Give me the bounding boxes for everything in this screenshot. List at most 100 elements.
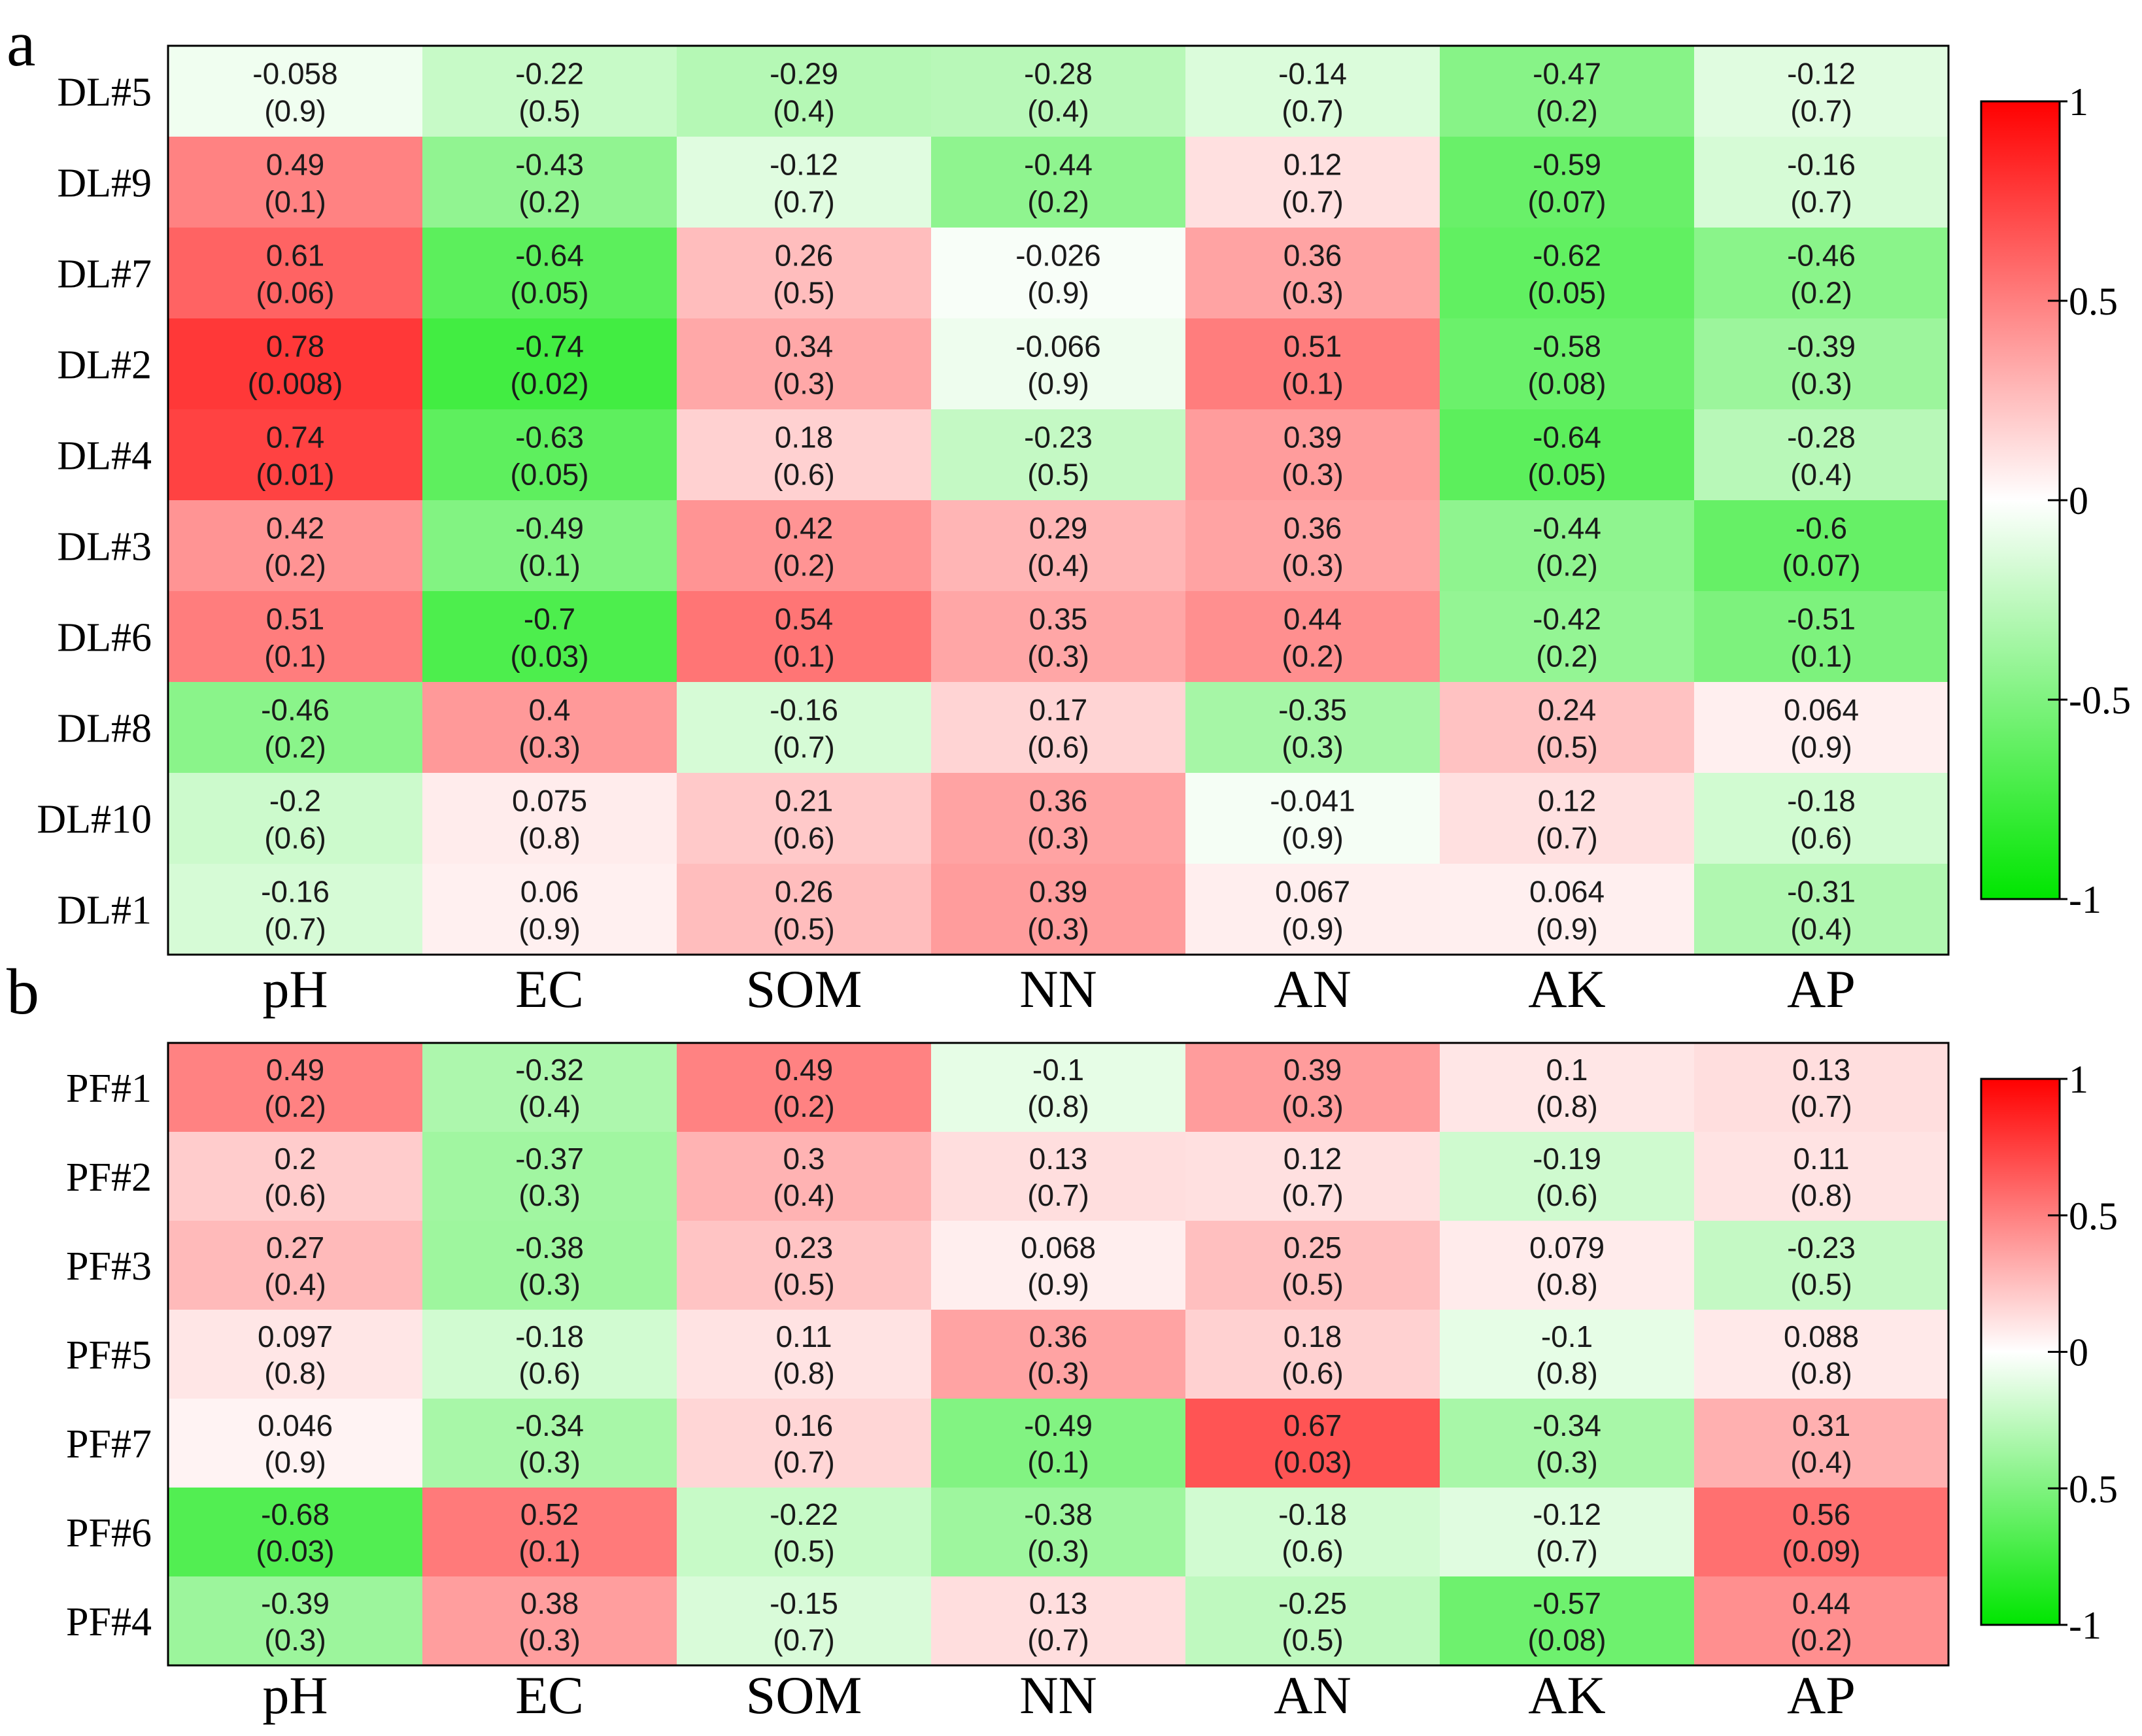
heatmap-cell [422, 1132, 677, 1221]
cell-value-label: 0.12 [1538, 783, 1597, 817]
cell-value-label: 0.56 [1792, 1497, 1851, 1531]
colorbar-tick-label: 1 [2069, 1058, 2088, 1101]
colorbar-tick-label: 1 [2069, 80, 2088, 124]
colorbar-tick-label: 0 [2069, 1331, 2088, 1374]
heatmap-cell [422, 1310, 677, 1399]
cell-p-value-label: (0.1) [1027, 1445, 1089, 1479]
cell-value-label: 0.064 [1784, 692, 1859, 726]
cell-value-label: -0.49 [1024, 1408, 1093, 1442]
cell-value-label: 0.18 [1284, 1319, 1342, 1353]
heatmap-cell [1185, 318, 1440, 409]
cell-p-value-label: (0.3) [518, 1623, 581, 1657]
cell-value-label: -0.19 [1533, 1142, 1601, 1176]
cell-value-label: -0.28 [1787, 420, 1856, 454]
heatmap-cell [931, 682, 1185, 773]
heatmap-cell [168, 591, 422, 682]
heatmap-cell [1694, 1576, 1948, 1665]
cell-value-label: 0.36 [1284, 238, 1342, 272]
heatmap-cell [1694, 864, 1948, 955]
cell-value-label: -0.34 [1533, 1408, 1601, 1442]
cell-p-value-label: (0.5) [773, 275, 835, 309]
colorbar-tick-label: 0 [2069, 479, 2088, 522]
cell-p-value-label: (0.3) [1282, 730, 1344, 764]
row-label: PF#2 [66, 1155, 152, 1200]
heatmap-cell [1694, 591, 1948, 682]
cell-p-value-label: (0.3) [518, 1445, 581, 1479]
column-label: SOM [746, 1665, 862, 1725]
cell-p-value-label: (0.3) [1027, 821, 1089, 855]
cell-value-label: 0.26 [775, 238, 834, 272]
colorbar-tick-label: -0.5 [2069, 679, 2131, 722]
heatmap-cell [1694, 682, 1948, 773]
cell-value-label: 0.2 [275, 1142, 316, 1176]
cell-value-label: -0.44 [1533, 511, 1601, 545]
cell-value-label: 0.67 [1284, 1408, 1342, 1442]
cell-p-value-label: (0.2) [1790, 1623, 1852, 1657]
cell-p-value-label: (0.9) [1027, 275, 1089, 309]
heatmap-cell [1440, 137, 1694, 228]
heatmap-cell [1440, 409, 1694, 500]
heatmap-cell [1440, 1132, 1694, 1221]
cell-value-label: 0.36 [1029, 783, 1088, 817]
heatmap-cell [677, 864, 931, 955]
heatmap-cell [1185, 682, 1440, 773]
cell-p-value-label: (0.7) [773, 730, 835, 764]
heatmap-cell [1440, 500, 1694, 591]
column-label: AP [1787, 959, 1856, 1019]
heatmap-cell [677, 409, 931, 500]
cell-value-label: 0.49 [266, 147, 325, 181]
cell-p-value-label: (0.7) [1027, 1178, 1089, 1212]
cell-p-value-label: (0.7) [1790, 94, 1852, 128]
cell-value-label: 0.51 [266, 602, 325, 636]
cell-p-value-label: (0.9) [264, 94, 326, 128]
cell-p-value-label: (0.6) [1027, 730, 1089, 764]
heatmap-cell [931, 1310, 1185, 1399]
cell-p-value-label: (0.3) [518, 1267, 581, 1301]
cell-value-label: 0.54 [775, 602, 834, 636]
cell-p-value-label: (0.02) [510, 366, 588, 400]
heatmap-cell [168, 1310, 422, 1399]
cell-value-label: 0.25 [1284, 1231, 1342, 1265]
heatmap-cell [168, 682, 422, 773]
cell-p-value-label: (0.2) [1282, 639, 1344, 673]
cell-p-value-label: (0.03) [1273, 1445, 1352, 1479]
cell-value-label: -0.31 [1787, 874, 1856, 908]
cell-value-label: -0.42 [1533, 602, 1601, 636]
heatmap-cell [931, 1576, 1185, 1665]
cell-value-label: -0.16 [770, 692, 838, 726]
cell-value-label: -0.51 [1787, 602, 1856, 636]
column-label: AP [1787, 1665, 1856, 1725]
colorbar-tick-label: -1 [2069, 878, 2101, 921]
cell-value-label: -0.34 [515, 1408, 584, 1442]
heatmap-cell [422, 318, 677, 409]
cell-p-value-label: (0.2) [773, 1089, 835, 1123]
row-label: PF#6 [66, 1511, 152, 1556]
heatmap-cell [931, 591, 1185, 682]
cell-p-value-label: (0.1) [264, 639, 326, 673]
heatmap-cell [168, 1576, 422, 1665]
cell-p-value-label: (0.5) [773, 1534, 835, 1568]
cell-value-label: -0.23 [1787, 1231, 1856, 1265]
cell-p-value-label: (0.6) [1282, 1356, 1344, 1390]
cell-p-value-label: (0.8) [1536, 1089, 1598, 1123]
row-label: DL#8 [57, 707, 152, 751]
cell-value-label: 0.38 [520, 1586, 579, 1620]
cell-p-value-label: (0.5) [773, 1267, 835, 1301]
row-label: PF#7 [66, 1422, 152, 1467]
cell-value-label: 0.4 [529, 692, 571, 726]
row-label: DL#3 [57, 525, 152, 570]
cell-value-label: 0.49 [266, 1053, 325, 1087]
cell-value-label: 0.046 [258, 1408, 333, 1442]
cell-value-label: -0.18 [515, 1319, 584, 1353]
cell-value-label: -0.64 [1533, 420, 1601, 454]
cell-p-value-label: (0.5) [1282, 1623, 1344, 1657]
cell-p-value-label: (0.6) [1282, 1534, 1344, 1568]
cell-p-value-label: (0.3) [1282, 457, 1344, 491]
cell-value-label: 0.44 [1284, 602, 1342, 636]
cell-value-label: -0.16 [1787, 147, 1856, 181]
cell-p-value-label: (0.2) [773, 548, 835, 582]
cell-value-label: -0.74 [515, 329, 584, 363]
cell-value-label: 0.78 [266, 329, 325, 363]
cell-value-label: 0.74 [266, 420, 325, 454]
heatmap-cell [677, 1221, 931, 1310]
